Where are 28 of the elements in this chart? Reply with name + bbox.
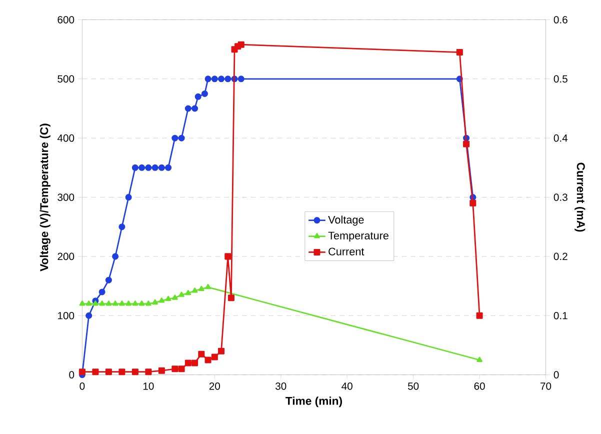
y2-tick-label: 0	[554, 371, 559, 378]
x-tick-label: 10	[143, 382, 154, 390]
x-tick-label: 70	[540, 382, 552, 390]
y2-tick-label: 0.1	[554, 312, 568, 320]
x-tick-label: 40	[342, 382, 352, 390]
y2-tick-label: 0.5	[554, 75, 568, 83]
x-tick-label: 30	[275, 382, 286, 390]
x-tick-label: 0	[80, 382, 85, 390]
legend-label: Voltage	[328, 216, 364, 226]
legend-label: Current	[328, 248, 364, 256]
y-tick-label: 400	[57, 134, 74, 142]
x-tick-label: 60	[474, 382, 485, 390]
y2-tick-label: 0.4	[554, 134, 568, 142]
y2-tick-label: 0.2	[554, 252, 568, 260]
y-tick-label: 500	[58, 75, 74, 83]
y2-axis-title: Current (mA)	[574, 162, 586, 232]
y-axis-title: Voltage (V)/Temperature (C)	[40, 124, 50, 272]
y-tick-label: 300	[58, 194, 74, 201]
legend-label: Temperature	[328, 232, 388, 242]
y2-tick-label: 0.3	[554, 194, 568, 201]
x-tick-label: 50	[408, 382, 419, 390]
x-tick-label: 20	[209, 382, 220, 390]
y2-tick-label: 0.6	[554, 16, 568, 24]
x-axis-title: Time (min)	[286, 396, 342, 408]
y-tick-label: 100	[58, 312, 74, 320]
y-tick-label: 600	[58, 16, 74, 24]
y-tick-label: 0	[69, 371, 74, 378]
y-tick-label: 200	[58, 252, 74, 260]
